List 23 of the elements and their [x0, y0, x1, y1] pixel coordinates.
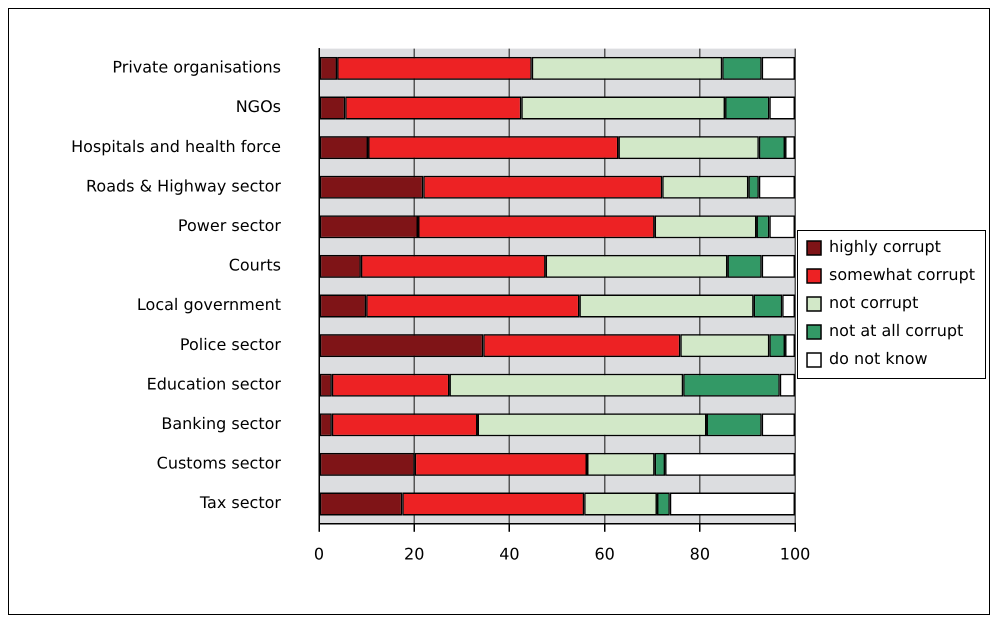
y-tick-label: Hospitals and health force	[71, 136, 281, 156]
x-tick-label: 80	[690, 544, 710, 564]
y-tick-label: Education sector	[146, 374, 282, 394]
y-tick-label: Banking sector	[161, 414, 282, 433]
y-tick-label: Police sector	[180, 334, 282, 354]
x-tick-label: 0	[314, 544, 324, 564]
legend-label: do not know	[829, 349, 928, 368]
legend-label: not at all corrupt	[829, 321, 964, 340]
y-tick-label: Customs sector	[156, 454, 282, 473]
y-tick-label: Roads & Highway sector	[86, 176, 282, 196]
x-tick-label: 60	[594, 544, 615, 564]
legend-label: not corrupt	[829, 293, 918, 312]
y-tick-label: NGOs	[236, 97, 281, 116]
y-tick-label: Private organisations	[112, 58, 281, 77]
x-tick-label: 100	[780, 544, 810, 564]
legend-label: highly corrupt	[829, 237, 941, 256]
x-tick-label: 20	[404, 544, 424, 564]
x-tick-label: 40	[499, 544, 520, 564]
y-tick-label: Local government	[136, 295, 281, 314]
legend-label: somewhat corrupt	[829, 265, 976, 284]
y-tick-label: Courts	[228, 256, 281, 275]
y-tick-label: Tax sector	[198, 493, 282, 512]
y-tick-label: Power sector	[178, 216, 282, 235]
